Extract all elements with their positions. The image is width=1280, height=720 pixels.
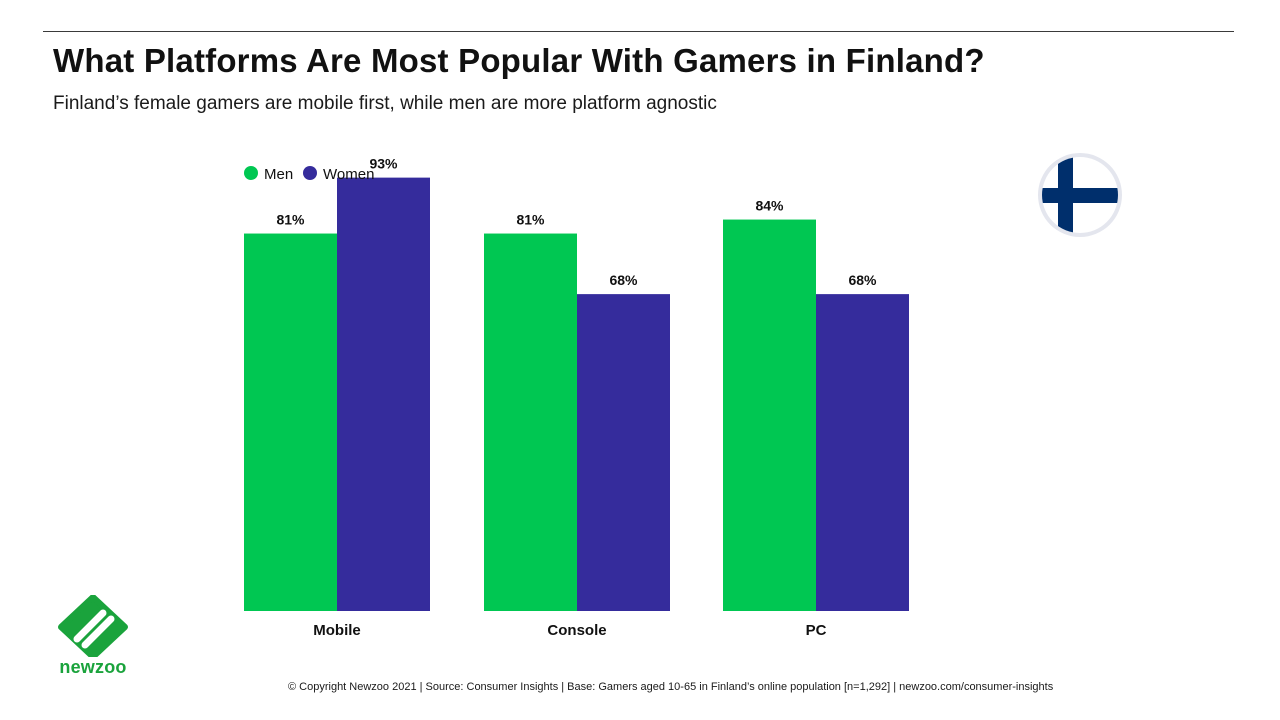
legend-label-men: Men xyxy=(264,166,293,183)
page-subtitle: Finland’s female gamers are mobile first… xyxy=(53,93,717,114)
bar-pc-women xyxy=(816,294,909,611)
data-label-console-men: 81% xyxy=(516,212,545,228)
page-title: What Platforms Are Most Popular With Gam… xyxy=(53,42,985,79)
newzoo-logo-text: newzoo xyxy=(59,657,127,677)
data-label-console-women: 68% xyxy=(609,272,638,288)
data-label-pc-men: 84% xyxy=(755,198,784,214)
newzoo-logo-mark xyxy=(58,594,128,660)
bar-mobile-men xyxy=(244,233,337,612)
top-rule xyxy=(43,31,1234,32)
finland-flag-icon xyxy=(1036,152,1124,245)
bar-mobile-women xyxy=(337,177,430,611)
footer-copyright: © Copyright Newzoo 2021 | Source: Consum… xyxy=(288,681,1054,693)
data-label-mobile-men: 81% xyxy=(276,212,305,228)
bar-pc-men xyxy=(723,219,816,611)
legend-marker-men xyxy=(244,166,258,180)
bar-console-men xyxy=(484,233,577,612)
legend-marker-women xyxy=(303,166,317,180)
data-label-mobile-women: 93% xyxy=(369,156,398,172)
newzoo-logo: newzoo xyxy=(55,594,135,685)
bar-console-women xyxy=(577,294,670,611)
platform-bar-chart: 81% 93% Mobile 81% 68% Console 84% 68% PC Men Wome… xyxy=(244,156,909,639)
category-label-pc: PC xyxy=(806,622,827,639)
category-label-mobile: Mobile xyxy=(313,622,361,639)
legend-label-women: Women xyxy=(323,166,374,183)
data-label-pc-women: 68% xyxy=(848,272,877,288)
category-label-console: Console xyxy=(547,622,606,639)
